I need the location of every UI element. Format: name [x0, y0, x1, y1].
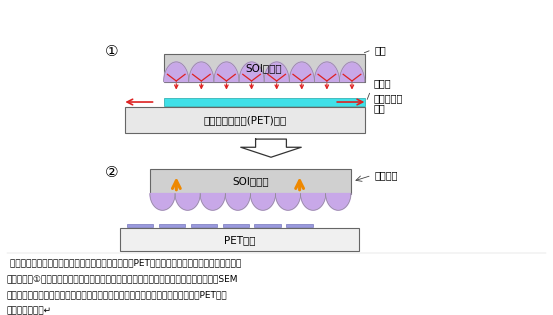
Polygon shape — [241, 139, 301, 157]
Text: の概念図．①エッチングにより単結晶シリコン層下部に中空キャビティ構造を作製し（SEM: の概念図．①エッチングにより単結晶シリコン層下部に中空キャビティ構造を作製し（S… — [7, 274, 238, 284]
Polygon shape — [239, 62, 264, 82]
Bar — [159, 224, 185, 227]
Polygon shape — [326, 193, 351, 210]
Bar — [119, 228, 359, 251]
Polygon shape — [225, 193, 251, 210]
Text: シリコン層: シリコン層 — [373, 93, 403, 103]
Bar — [164, 98, 364, 106]
Text: 基板分離: 基板分離 — [374, 170, 398, 180]
Text: 板へ転写する．↵: 板へ転写する．↵ — [7, 306, 52, 315]
Text: ①: ① — [105, 44, 118, 59]
Polygon shape — [301, 193, 326, 210]
Text: 蒸発: 蒸発 — [374, 45, 386, 55]
Bar — [125, 107, 364, 133]
Polygon shape — [189, 62, 214, 82]
Text: SOIウエハ: SOIウエハ — [246, 63, 283, 73]
Bar — [150, 169, 351, 193]
Bar — [164, 54, 364, 82]
Text: 単結晶: 単結晶 — [373, 78, 391, 88]
Polygon shape — [264, 62, 289, 82]
Polygon shape — [175, 193, 200, 210]
Polygon shape — [314, 62, 340, 82]
Text: ②: ② — [105, 165, 118, 180]
Polygon shape — [150, 193, 175, 210]
Text: メニスカス力（りょく）を用いたプラスティック（PET）基板への単結晶シリコン層転写技術: メニスカス力（りょく）を用いたプラスティック（PET）基板への単結晶シリコン層転… — [7, 259, 241, 268]
Text: 純水: 純水 — [373, 103, 385, 113]
Bar — [286, 224, 313, 227]
Polygon shape — [275, 193, 301, 210]
Bar — [222, 224, 249, 227]
Bar — [127, 224, 153, 227]
Polygon shape — [289, 62, 314, 82]
Text: SOIウエハ: SOIウエハ — [232, 176, 269, 186]
Text: プラスティック(PET)基板: プラスティック(PET)基板 — [204, 115, 286, 125]
Bar — [254, 224, 281, 227]
Bar — [191, 224, 217, 227]
Polygon shape — [214, 62, 239, 82]
Polygon shape — [164, 62, 189, 82]
Text: PET基板: PET基板 — [223, 235, 255, 245]
Polygon shape — [251, 193, 275, 210]
Polygon shape — [200, 193, 225, 210]
Text: 写真参照）純水の蒸発過程で生じるメニスカス力により転写先プラスティック（PET）基: 写真参照）純水の蒸発過程で生じるメニスカス力により転写先プラスティック（PET）… — [7, 290, 227, 299]
Polygon shape — [340, 62, 364, 82]
